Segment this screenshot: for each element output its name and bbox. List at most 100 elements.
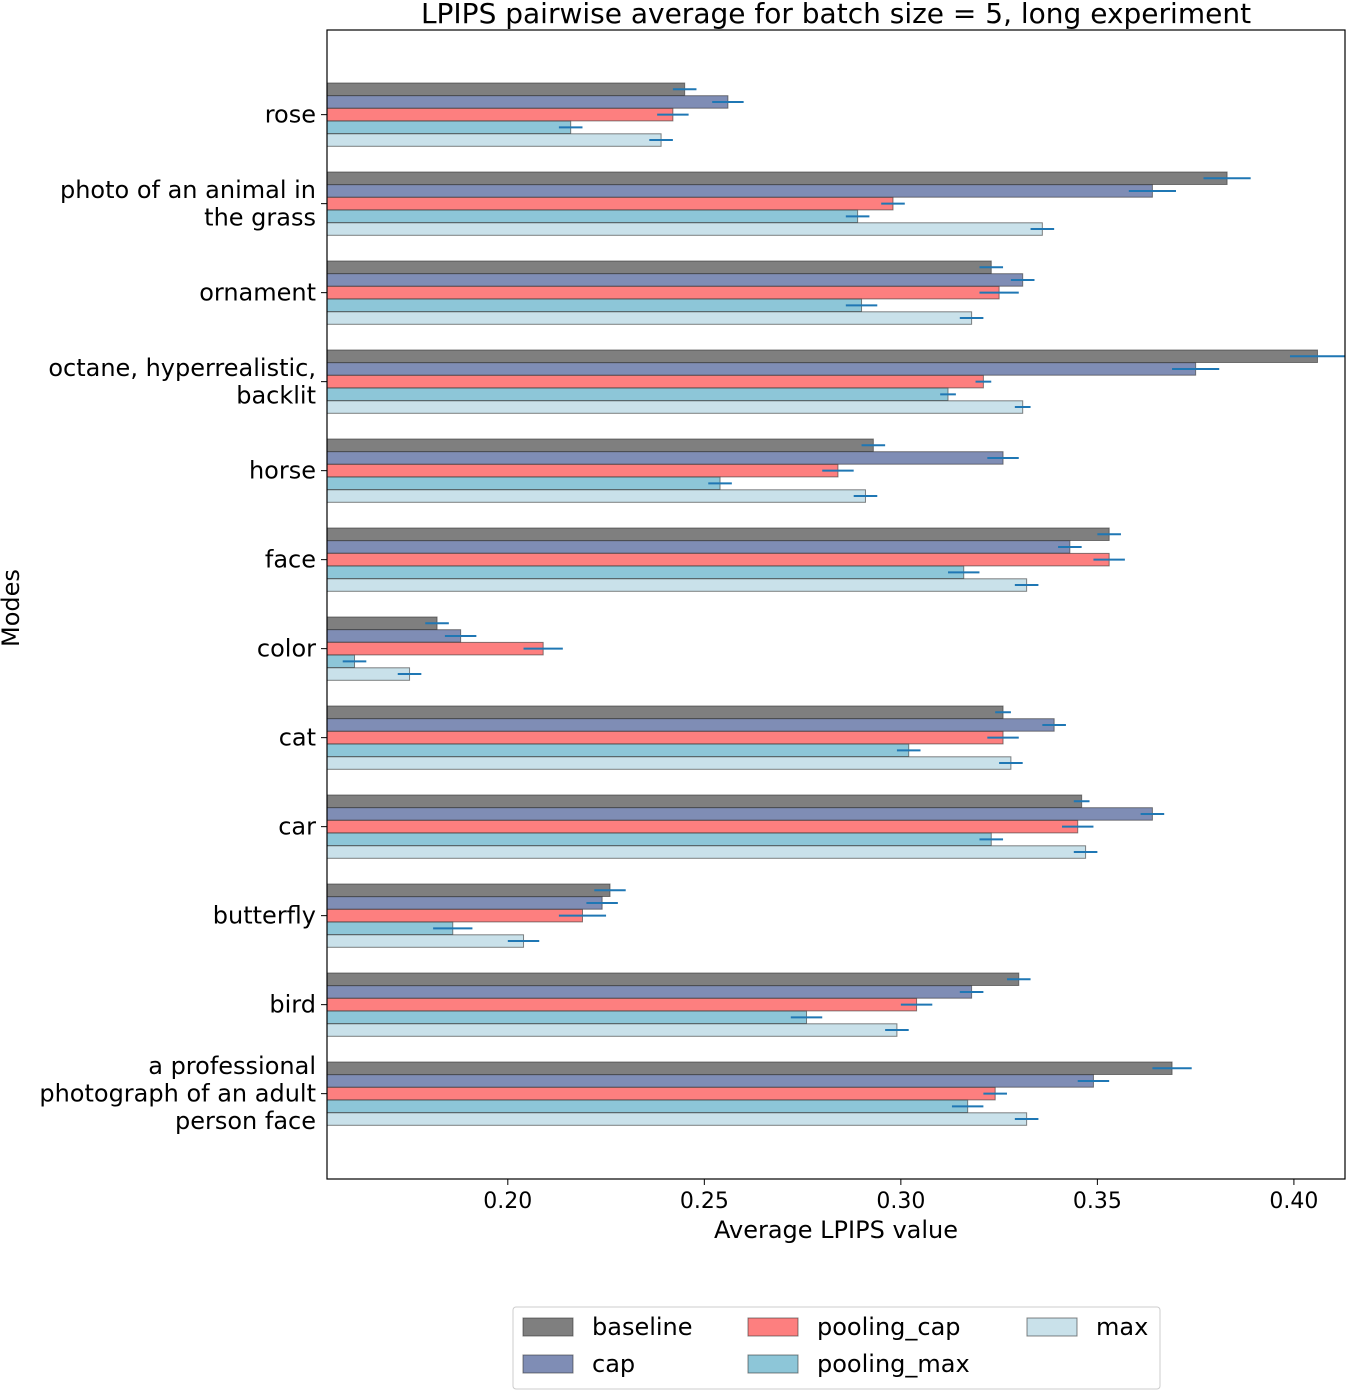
bar-baseline-3 (326, 349, 1318, 363)
bar-pooling_cap-0 (326, 107, 674, 122)
bar-max-8 (326, 845, 1087, 859)
plot-frame (326, 29, 1346, 1180)
category-label-0: rose (265, 101, 316, 129)
bar-pooling_cap-2 (326, 285, 1000, 300)
category-label-line: ornament (199, 279, 316, 307)
bar-max-6 (326, 667, 411, 681)
bar-baseline-6 (326, 616, 438, 630)
category-label-10: bird (269, 991, 316, 1019)
bar-pooling_max-4 (326, 476, 721, 491)
x-tick-label-0: 0.20 (483, 1189, 532, 1214)
category-label-line: face (265, 546, 316, 574)
category-label-7: cat (279, 724, 316, 752)
bar-baseline-8 (326, 794, 1083, 808)
category-label-line: photograph of an adult (39, 1080, 316, 1108)
category-label-5: face (265, 546, 316, 574)
category-label-9: butterfly (213, 902, 316, 930)
bar-pooling_max-10 (326, 1010, 808, 1025)
category-label-line: cat (279, 724, 316, 752)
bar-pooling_max-1 (326, 209, 859, 224)
bar-pooling_cap-1 (326, 196, 894, 211)
legend-label-pooling_cap: pooling_cap (817, 1313, 961, 1341)
legend-swatch-pooling_max (747, 1354, 799, 1374)
category-label-line: butterfly (213, 902, 316, 930)
category-label-line: bird (269, 991, 316, 1019)
bar-pooling_cap-6 (326, 641, 544, 656)
bar-cap-7 (326, 718, 1055, 732)
y-tick-layer: rose photo of an animal in the grass orname… (39, 101, 327, 1135)
bar-baseline-7 (326, 705, 1004, 719)
legend-frame (512, 1306, 1161, 1390)
bar-pooling_max-3 (326, 387, 949, 402)
bar-max-2 (326, 311, 973, 325)
bar-cap-2 (326, 273, 1024, 287)
category-label-line: car (278, 813, 316, 841)
bar-cap-4 (326, 451, 1004, 465)
bar-baseline-0 (326, 82, 686, 96)
category-label-line: backlit (236, 381, 316, 409)
bar-cap-10 (326, 985, 973, 999)
bar-pooling_cap-10 (326, 997, 918, 1012)
error-bars-layer (342, 88, 1345, 1121)
category-label-3: octane, hyperrealistic, backlit (48, 354, 316, 410)
category-label-line: photo of an animal in (60, 176, 316, 204)
bar-pooling_cap-9 (326, 908, 583, 923)
bar-baseline-11 (326, 1061, 1173, 1075)
legend-swatch-max (1026, 1317, 1078, 1337)
legend-swatch-cap (522, 1354, 574, 1374)
legend-label-baseline: baseline (592, 1313, 693, 1341)
x-tick-label-1: 0.25 (680, 1189, 729, 1214)
bar-pooling_cap-3 (326, 374, 984, 389)
bar-cap-8 (326, 807, 1153, 821)
x-axis-label: Average LPIPS value (714, 1216, 958, 1244)
bar-pooling_cap-8 (326, 819, 1079, 834)
x-tick-label-2: 0.30 (876, 1189, 925, 1214)
bar-max-7 (326, 756, 1012, 770)
category-label-1: photo of an animal in the grass (60, 176, 316, 232)
bar-pooling_max-8 (326, 832, 992, 847)
bar-pooling_max-7 (326, 743, 910, 758)
legend-label-max: max (1096, 1313, 1148, 1341)
bar-cap-1 (326, 184, 1153, 198)
bar-cap-3 (326, 362, 1197, 376)
category-label-line: person face (175, 1107, 316, 1135)
category-label-line: the grass (204, 203, 316, 231)
bar-max-9 (326, 934, 525, 948)
bar-pooling_max-0 (326, 120, 572, 135)
bar-cap-6 (326, 629, 462, 643)
category-label-4: horse (249, 457, 316, 485)
legend-label-cap: cap (592, 1350, 635, 1378)
category-label-8: car (278, 813, 316, 841)
category-label-line: octane, hyperrealistic, (48, 354, 316, 382)
category-label-11: a professional photograph of an adult pers… (39, 1052, 316, 1135)
x-tick-layer: 0.20 0.25 0.30 0.35 0.40 (483, 1179, 1318, 1214)
bar-max-11 (326, 1112, 1028, 1126)
legend-label-pooling_max: pooling_max (817, 1350, 970, 1378)
category-label-2: ornament (199, 279, 316, 307)
legend-swatch-pooling_cap (747, 1317, 799, 1337)
bar-pooling_max-11 (326, 1099, 969, 1114)
bar-baseline-10 (326, 972, 1020, 986)
bar-pooling_max-5 (326, 565, 965, 580)
bar-cap-11 (326, 1074, 1094, 1088)
category-label-line: rose (265, 101, 316, 129)
bar-cap-9 (326, 896, 603, 910)
bar-max-10 (326, 1023, 898, 1037)
category-label-line: color (257, 635, 316, 663)
bar-max-4 (326, 489, 866, 503)
bar-pooling_max-2 (326, 298, 863, 313)
bar-max-5 (326, 578, 1028, 592)
y-axis-label: Modes (0, 569, 25, 647)
category-label-6: color (257, 635, 316, 663)
bar-baseline-1 (326, 171, 1228, 185)
bar-pooling_cap-5 (326, 552, 1110, 567)
category-label-line: a professional (148, 1052, 316, 1080)
legend: baseline cap pooling_cap pooling_max max (512, 1306, 1161, 1390)
x-tick-label-3: 0.35 (1073, 1189, 1122, 1214)
bar-baseline-5 (326, 527, 1110, 541)
chart-title: LPIPS pairwise average for batch size = … (421, 0, 1251, 30)
bar-baseline-2 (326, 260, 992, 274)
legend-swatch-baseline (522, 1317, 574, 1337)
bar-max-1 (326, 222, 1043, 236)
